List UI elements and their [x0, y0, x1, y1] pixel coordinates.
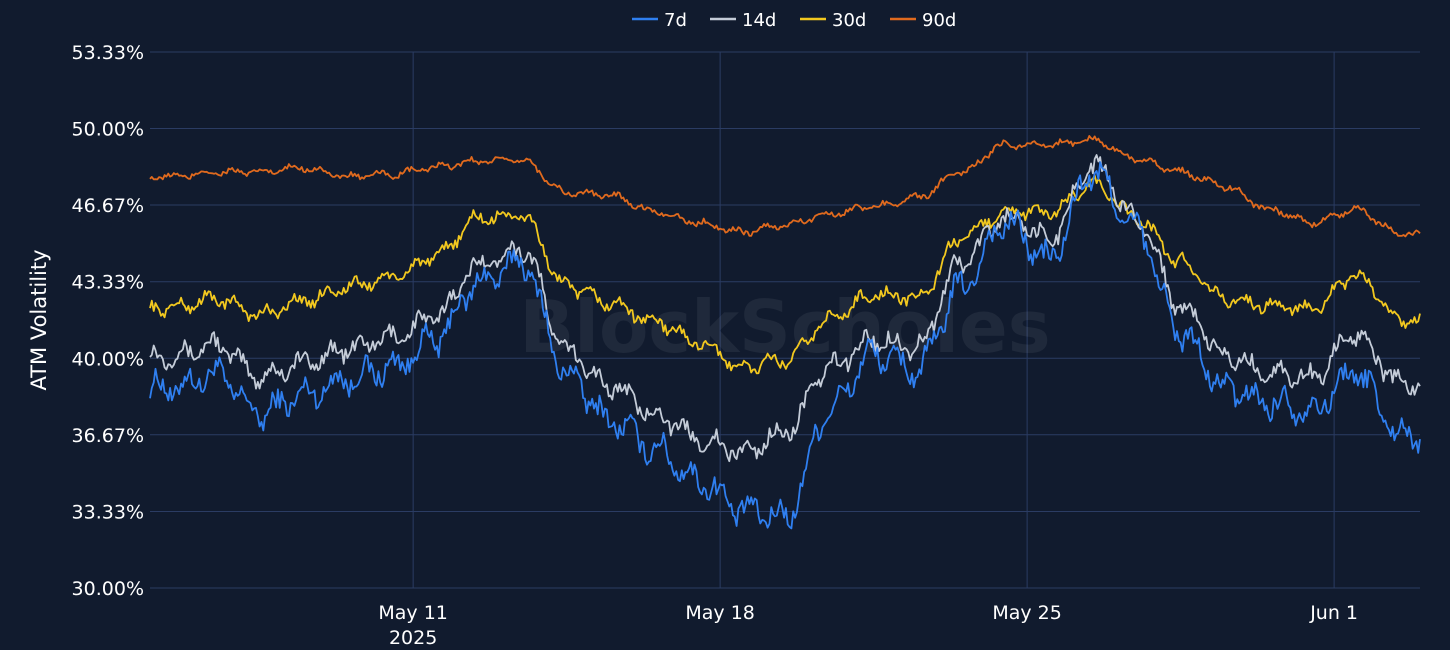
y-tick-label: 40.00%	[72, 348, 144, 370]
y-tick-label: 50.00%	[72, 119, 144, 141]
x-tick-label: May 18	[685, 602, 755, 624]
x-tick-sublabel: 2025	[389, 627, 437, 649]
x-axis: May 11 2025 May 18 May 25 Jun 1	[378, 602, 1358, 649]
legend-label-90d: 90d	[922, 10, 956, 31]
series-line-30d	[149, 174, 1421, 375]
x-tick-label: May 11	[378, 602, 448, 624]
y-tick-label: 30.00%	[72, 578, 144, 600]
y-tick-label: 46.67%	[72, 195, 144, 217]
x-tick-label: May 25	[992, 602, 1062, 624]
legend-label-7d: 7d	[664, 10, 687, 31]
series-line-90d	[149, 134, 1421, 238]
y-tick-label: 36.67%	[72, 425, 144, 447]
legend-label-30d: 30d	[832, 10, 866, 31]
y-tick-label: 43.33%	[72, 272, 144, 294]
y-tick-label: 53.33%	[72, 42, 144, 64]
series-layer	[149, 134, 1421, 530]
series-line-14d	[149, 154, 1421, 463]
series-line-7d	[149, 161, 1421, 530]
y-axis-label: ATM Volatility	[27, 249, 51, 390]
watermark: BlockScholes	[519, 285, 1050, 369]
grid	[150, 51, 1420, 589]
x-tick-label: Jun 1	[1309, 602, 1358, 624]
y-axis: 30.00% 33.33% 36.67% 40.00% 43.33% 46.67% 50.0…	[72, 42, 144, 600]
y-tick-label: 33.33%	[72, 501, 144, 523]
legend: 7d 14d 30d 90d	[632, 10, 956, 31]
legend-label-14d: 14d	[742, 10, 776, 31]
